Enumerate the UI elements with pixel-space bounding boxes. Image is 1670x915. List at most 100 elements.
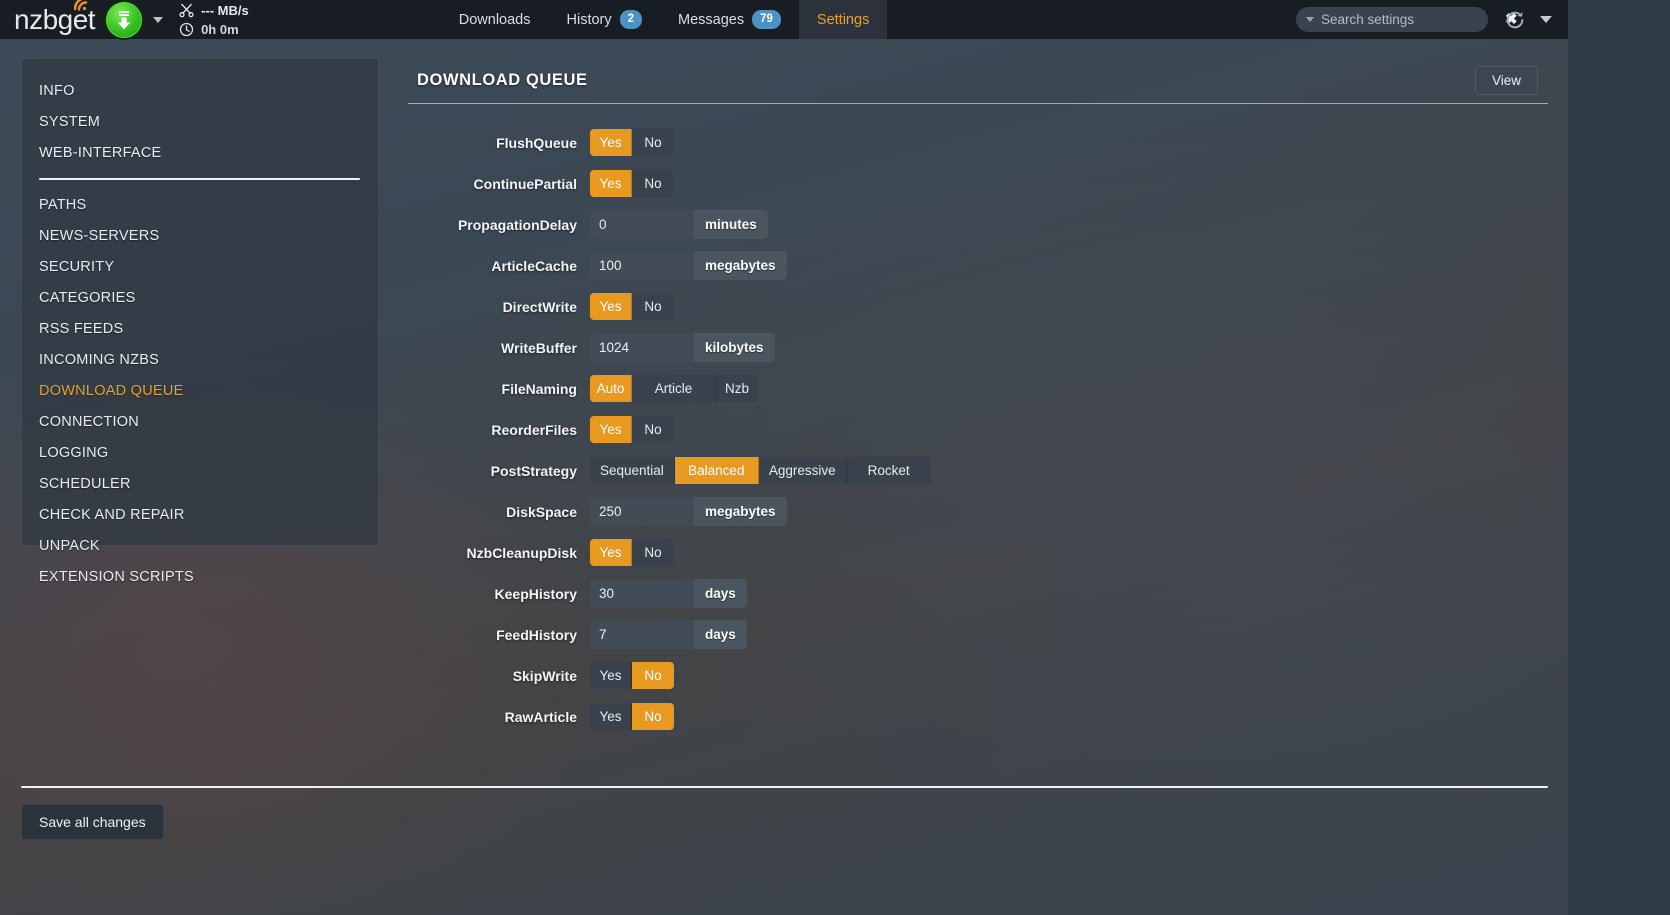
option-raw-article-yes[interactable]: Yes [590,703,632,730]
search-input[interactable] [1321,12,1498,27]
option-direct-write-yes[interactable]: Yes [590,293,632,320]
input-field-article-cache: megabytes [590,251,787,280]
nav-label-messages: Messages [678,11,745,28]
input-article-cache[interactable] [590,251,694,280]
option-group-reorder-files: Yes No [590,416,674,443]
nav-label-settings: Settings [816,11,870,28]
app-logo[interactable]: nzbget [14,0,96,34]
option-skip-write-no[interactable]: No [632,662,674,689]
option-reorder-files-no[interactable]: No [632,416,674,443]
app-window: nzbget [0,0,1568,915]
option-flush-queue-no[interactable]: No [632,129,674,156]
option-group-file-naming: Auto Article Nzb [590,375,758,402]
setting-row-keep-history: KeepHistory days [408,573,1548,614]
option-continue-partial-yes[interactable]: Yes [590,170,632,197]
input-disk-space[interactable] [590,497,694,526]
setting-label-propagation-delay: PropagationDelay [457,216,577,233]
sidebar-item-news-servers[interactable]: NEWS-SERVERS [22,220,378,251]
option-direct-write-no[interactable]: No [632,293,674,320]
view-button[interactable]: View [1474,66,1538,95]
sidebar-label-system: SYSTEM [39,113,101,130]
sidebar-label-info: INFO [39,82,75,99]
option-post-strategy-balanced[interactable]: Balanced [674,457,759,484]
sidebar-label-check-and-repair: CHECK AND REPAIR [39,506,185,523]
search-settings-box[interactable]: ✖ [1296,7,1518,32]
nav-item-messages[interactable]: Messages 79 [660,0,799,39]
option-post-strategy-aggressive[interactable]: Aggressive [758,457,847,484]
sidebar-item-download-queue[interactable]: DOWNLOAD QUEUE [22,375,378,406]
setting-label-skip-write: SkipWrite [512,667,577,684]
top-menu-caret-icon[interactable] [1540,16,1552,23]
setting-label-write-buffer: WriteBuffer [501,339,577,356]
sidebar-item-paths[interactable]: PATHS [22,189,378,220]
history-badge: 2 [619,10,643,29]
nav-item-downloads[interactable]: Downloads [441,0,549,39]
sidebar-item-categories[interactable]: CATEGORIES [22,282,378,313]
option-flush-queue-yes[interactable]: Yes [590,129,632,156]
input-propagation-delay[interactable] [590,210,694,239]
option-file-naming-auto[interactable]: Auto [590,375,632,402]
input-keep-history[interactable] [590,579,694,608]
option-file-naming-nzb[interactable]: Nzb [716,375,758,402]
sidebar-item-unpack[interactable]: UNPACK [22,530,378,561]
option-post-strategy-sequential[interactable]: Sequential [590,457,675,484]
input-write-buffer[interactable] [590,333,694,362]
sidebar-label-connection: CONNECTION [39,413,139,430]
sidebar-item-extension-scripts[interactable]: EXTENSION SCRIPTS [22,561,378,592]
option-post-strategy-rocket[interactable]: Rocket [846,457,931,484]
sidebar-item-check-and-repair[interactable]: CHECK AND REPAIR [22,499,378,530]
save-all-changes-button[interactable]: Save all changes [21,804,164,840]
setting-row-file-naming: FileNaming Auto Article Nzb [408,368,1548,409]
sidebar-label-download-queue: DOWNLOAD QUEUE [39,382,184,399]
setting-control-nzb-cleanup-disk: Yes No [590,539,674,566]
setting-label-post-strategy: PostStrategy [490,462,577,479]
refresh-button[interactable] [1504,9,1526,31]
logo-dropdown-caret-icon[interactable] [153,16,164,23]
option-continue-partial-no[interactable]: No [632,170,674,197]
sidebar-item-connection[interactable]: CONNECTION [22,406,378,437]
panel-header: DOWNLOAD QUEUE View [408,58,1548,104]
nav-item-settings[interactable]: Settings [798,0,888,39]
setting-label-nzb-cleanup-disk: NzbCleanupDisk [466,544,577,561]
setting-control-direct-write: Yes No [590,293,674,320]
option-nzb-cleanup-disk-no[interactable]: No [632,539,674,566]
setting-label-flush-queue: FlushQueue [496,134,577,151]
sidebar-divider [39,178,360,180]
sidebar-label-rss-feeds: RSS FEEDS [39,320,124,337]
download-toggle-button[interactable] [104,0,145,40]
sidebar-item-scheduler[interactable]: SCHEDULER [22,468,378,499]
sidebar-item-security[interactable]: SECURITY [22,251,378,282]
setting-control-feed-history: days [590,620,747,649]
setting-control-continue-partial: Yes No [590,170,674,197]
nav-item-history[interactable]: History 2 [549,0,661,39]
download-speed-value: --- MB/s [201,2,249,18]
sidebar-item-logging[interactable]: LOGGING [22,437,378,468]
option-skip-write-yes[interactable]: Yes [590,662,632,689]
setting-label-reorder-files: ReorderFiles [491,421,577,438]
option-raw-article-no[interactable]: No [632,703,674,730]
uptime-stat-row: 0h 0m [179,21,249,37]
sidebar-item-rss-feeds[interactable]: RSS FEEDS [22,313,378,344]
option-file-naming-article[interactable]: Article [632,375,716,402]
sidebar-label-security: SECURITY [39,258,115,275]
settings-main-panel: DOWNLOAD QUEUE View FlushQueue Yes No Conti… [408,58,1548,737]
sidebar-item-info[interactable]: INFO [22,75,378,106]
setting-control-keep-history: days [590,579,747,608]
setting-control-write-buffer: kilobytes [590,333,775,362]
setting-row-post-strategy: PostStrategy Sequential Balanced Aggressive… [408,450,1548,491]
setting-label-article-cache: ArticleCache [491,257,577,274]
sidebar-item-web-interface[interactable]: WEB-INTERFACE [22,137,378,168]
option-reorder-files-yes[interactable]: Yes [590,416,632,443]
option-nzb-cleanup-disk-yes[interactable]: Yes [590,539,632,566]
top-right-controls: ✖ [1296,0,1568,39]
input-field-feed-history: days [590,620,747,649]
sidebar-item-system[interactable]: SYSTEM [22,106,378,137]
input-feed-history[interactable] [590,620,694,649]
setting-label-feed-history: FeedHistory [496,626,577,643]
unit-label-keep-history: days [694,579,747,608]
sidebar-item-incoming-nzbs[interactable]: INCOMING NZBS [22,344,378,375]
search-dropdown-caret-icon[interactable] [1306,17,1314,22]
input-field-propagation-delay: minutes [590,210,768,239]
unit-label-write-buffer: kilobytes [694,333,775,362]
nav-label-history: History [566,11,612,28]
